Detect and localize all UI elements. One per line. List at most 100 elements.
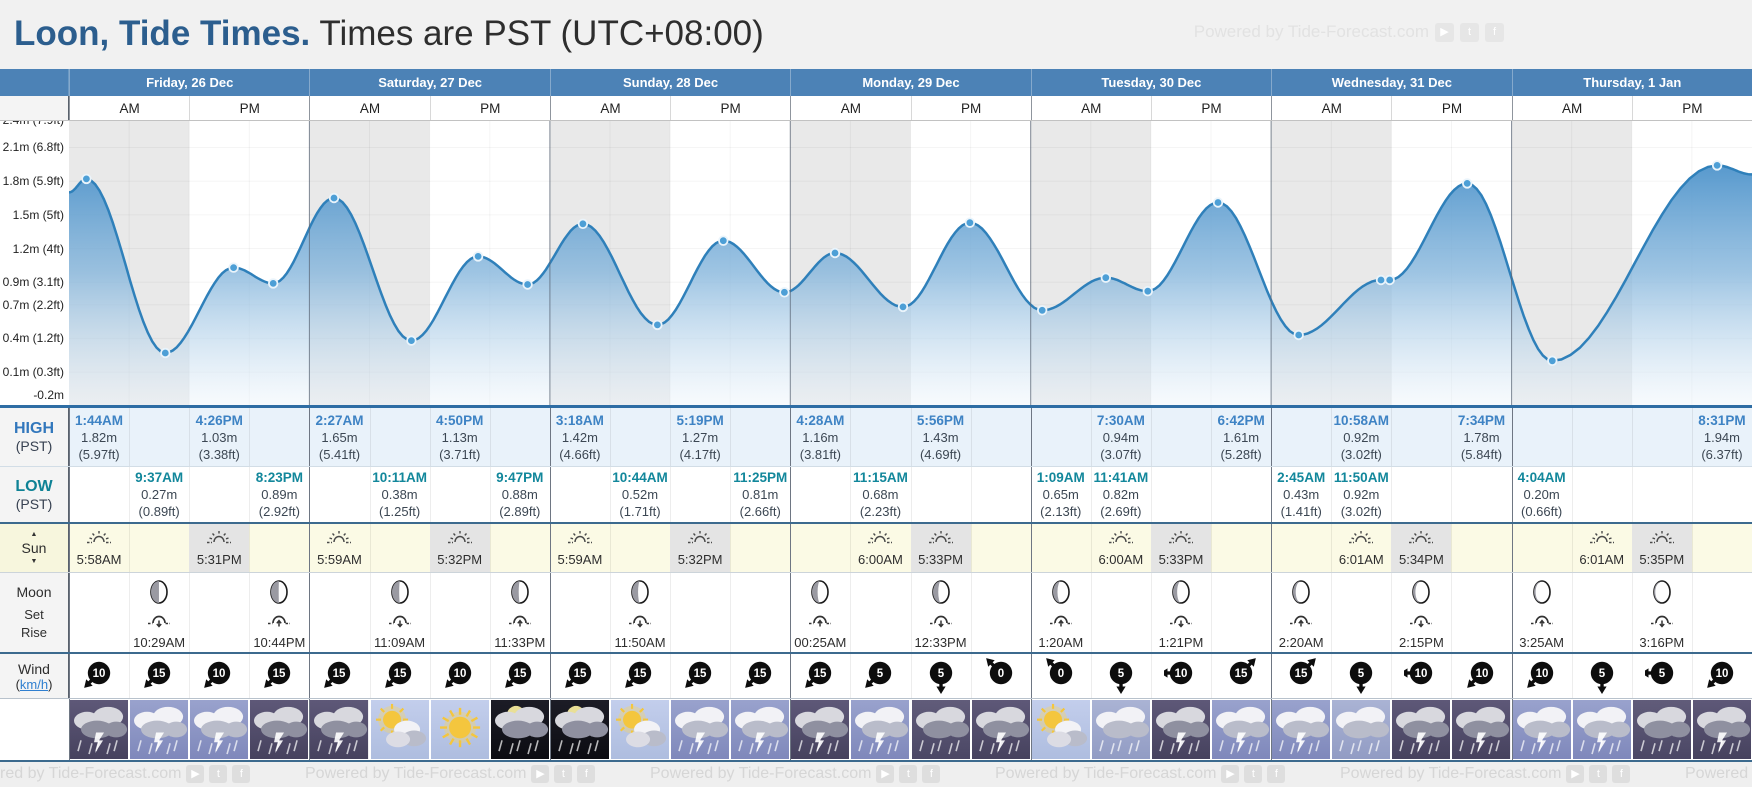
low-tide-cell[interactable]: 11:15AM 0.68m (2.23ft) [850, 467, 910, 522]
tide-extreme-marker[interactable] [1100, 272, 1112, 283]
wind-speed-cell: 0 [971, 654, 1031, 698]
wind-speed-cell: 15 [790, 654, 850, 698]
high-tide-cell[interactable]: 4:26PM 1.03m (3.38ft) [189, 408, 249, 466]
low-tide-time: 9:37AM [135, 470, 184, 485]
low-slot [69, 467, 129, 522]
high-tide-row: HIGH (PST) 1:44AM 1.82m (5.97ft) 4:26PM 1.03… [0, 408, 1752, 466]
tide-extreme-marker[interactable] [1711, 160, 1723, 171]
weather-icon-rain-night [1632, 700, 1691, 759]
tide-extreme-marker[interactable] [829, 247, 841, 259]
svg-text:15: 15 [814, 668, 827, 680]
tide-extreme-marker[interactable] [1142, 285, 1154, 297]
wind-arrow-icon: 10 [1526, 661, 1553, 688]
tide-extreme-marker[interactable] [897, 301, 909, 313]
wind-slot [489, 654, 550, 698]
high-tide-cell[interactable]: 3:18AM 1.42m (4.66ft) [550, 408, 610, 466]
sunset-icon [1649, 529, 1675, 551]
sun-slot [1451, 524, 1511, 572]
low-slot [1030, 467, 1091, 522]
page-title: Loon, Tide Times. Times are PST (UTC+08:… [14, 14, 764, 54]
low-tide-cell[interactable]: 10:11AM 0.38m (1.25ft) [370, 467, 430, 522]
tide-extreme-marker[interactable] [328, 192, 340, 204]
tide-extreme-marker[interactable] [160, 347, 171, 359]
tide-extreme-marker[interactable] [522, 279, 533, 290]
low-slot [369, 467, 430, 522]
moon-slot [910, 573, 971, 652]
svg-text:10: 10 [1175, 668, 1188, 680]
sunset-cell: 5:31PM [189, 524, 250, 572]
high-tide-cell[interactable]: 4:50PM 1.13m (3.71ft) [430, 408, 490, 466]
chevron-down-icon[interactable]: ▼ [30, 558, 38, 565]
high-tide-height-m: 1.61m [1223, 429, 1260, 445]
tide-extreme-marker[interactable] [1293, 329, 1304, 341]
low-tide-cell[interactable]: 9:37AM 0.27m (0.89ft) [129, 467, 189, 522]
high-tide-height-m: 1.78m [1463, 429, 1500, 445]
watermark-text: Powered by Tide-Forecast.com [0, 765, 182, 782]
moon-rise-icon [268, 615, 291, 627]
high-tide-cell[interactable]: 5:19PM 1.27m (4.17ft) [670, 408, 730, 466]
high-tide-cell[interactable]: 5:56PM 1.43m (4.69ft) [911, 408, 971, 466]
tide-extreme-marker[interactable] [1037, 305, 1048, 316]
high-tide-cell[interactable]: 6:42PM 1.61m (5.28ft) [1211, 408, 1271, 466]
tide-extreme-marker[interactable] [1461, 178, 1473, 189]
moon-rise-icon [1290, 615, 1313, 627]
low-tide-cell[interactable]: 4:04AM 0.20m (0.66ft) [1512, 467, 1572, 522]
y-axis-label: -0.2m (-0.7ft) [29, 388, 64, 405]
sun-row-toggle[interactable]: ▲ Sun ▼ [0, 524, 69, 572]
sunset-time: 5:32PM [677, 552, 723, 567]
tide-extreme-marker[interactable] [81, 173, 92, 185]
wind-unit-link[interactable]: km/h [19, 676, 49, 692]
wind-speed-cell: 10 [1451, 654, 1511, 698]
sunrise-time: 6:01AM [1579, 552, 1625, 567]
day-header-1: Friday, 26 Dec [69, 69, 309, 96]
high-slot [790, 408, 850, 466]
high-tide-height-ft: (3.38ft) [198, 446, 240, 462]
tide-extreme-marker[interactable] [1384, 274, 1395, 286]
high-tide-cell[interactable]: 2:27AM 1.65m (5.41ft) [309, 408, 369, 466]
am-header: AM [790, 96, 910, 120]
watermark-top: Powered by Tide-Forecast.com ▶ t f [1194, 22, 1504, 42]
moon-phase-icon [1653, 580, 1671, 604]
tide-extreme-marker[interactable] [718, 235, 729, 246]
low-tide-cell[interactable]: 11:41AM 0.82m (2.69ft) [1091, 467, 1151, 522]
high-tide-cell[interactable]: 10:58AM 0.92m (3.02ft) [1331, 408, 1391, 466]
wind-slot [189, 654, 249, 698]
high-tide-cell[interactable]: 1:44AM 1.82m (5.97ft) [69, 408, 129, 466]
moon-slot [1150, 573, 1211, 652]
high-tide-cell[interactable]: 4:28AM 1.16m (3.81ft) [790, 408, 850, 466]
weather-day-divider [1030, 699, 1032, 760]
low-tide-cell[interactable]: 8:23PM 0.89m (2.92ft) [249, 467, 309, 522]
high-slot [1331, 408, 1391, 466]
low-tide-cell[interactable]: 10:44AM 0.52m (1.71ft) [610, 467, 670, 522]
social-icon: t [554, 765, 573, 783]
weather-icon-sun-cloud [1031, 700, 1090, 759]
tide-extreme-marker[interactable] [652, 319, 663, 331]
low-tide-cell[interactable]: 11:25PM 0.81m (2.66ft) [730, 467, 790, 522]
low-tide-height-m: 0.43m [1283, 487, 1320, 502]
tide-extreme-marker[interactable] [472, 251, 484, 262]
low-tide-cell[interactable]: 1:09AM 0.65m (2.13ft) [1031, 467, 1091, 522]
tide-extreme-marker[interactable] [1547, 355, 1558, 367]
moon-phase-icon [631, 580, 649, 604]
high-tide-cell[interactable]: 7:34PM 1.78m (5.84ft) [1451, 408, 1511, 466]
high-slot [970, 408, 1031, 466]
sunset-time: 5:34PM [1398, 552, 1444, 567]
high-tide-cell[interactable]: 7:30AM 0.94m (3.07ft) [1091, 408, 1151, 466]
chevron-up-icon[interactable]: ▲ [30, 531, 38, 538]
tide-extreme-marker[interactable] [228, 262, 239, 273]
high-tide-cell[interactable]: 8:31PM 1.94m (6.37ft) [1692, 408, 1752, 466]
tide-extreme-marker[interactable] [1375, 274, 1387, 286]
tide-extreme-marker[interactable] [779, 287, 790, 298]
sun-horizon-icon [567, 531, 592, 544]
tide-extreme-marker[interactable] [964, 217, 976, 228]
sunrise-time: 5:58AM [76, 552, 122, 567]
watermark-text: Powered by Tide-Forecast.com [305, 765, 527, 782]
tide-extreme-marker[interactable] [577, 218, 589, 230]
tide-extreme-marker[interactable] [406, 335, 417, 346]
tide-extreme-marker[interactable] [1212, 197, 1224, 208]
low-tide-cell[interactable]: 9:47PM 0.88m (2.89ft) [490, 467, 550, 522]
low-tide-cell[interactable]: 2:45AM 0.43m (1.41ft) [1271, 467, 1331, 522]
tide-extreme-marker[interactable] [267, 278, 279, 289]
low-tide-cell[interactable]: 11:50AM 0.92m (3.02ft) [1331, 467, 1391, 522]
